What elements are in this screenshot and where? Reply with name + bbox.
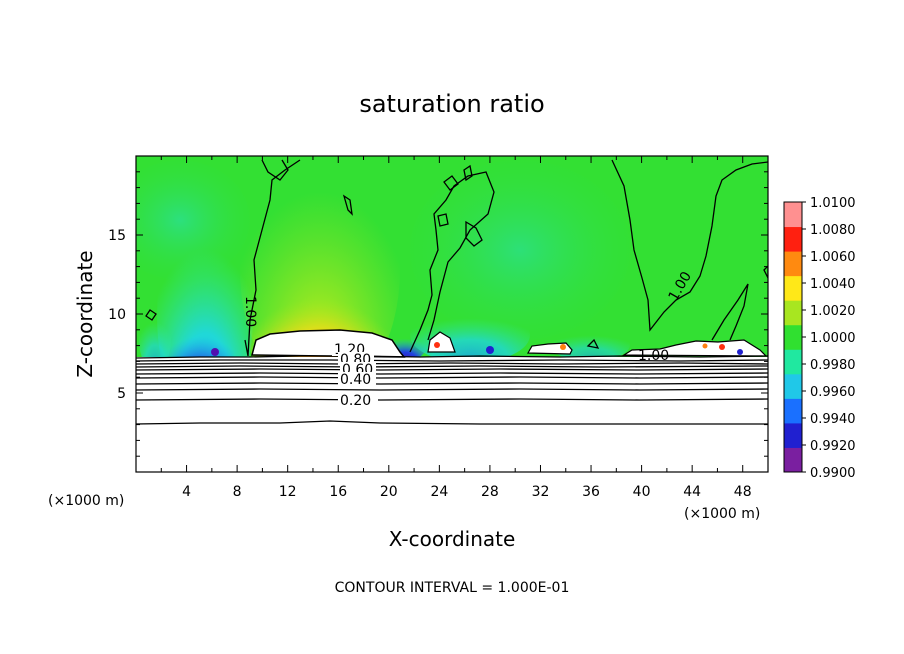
speckle-blue-3 [737, 349, 743, 355]
colorbar-tick-label: 1.0060 [810, 250, 856, 265]
contour-1-10 [136, 359, 768, 362]
colorbar-tick-label: 1.0080 [810, 223, 856, 238]
contour-label-bg-0-40 [338, 372, 376, 386]
contour-1-00-loop-5 [261, 159, 289, 181]
x-axis-title: X-coordinate [389, 527, 516, 551]
y-tick-label: 15 [108, 228, 126, 244]
contour-1-00-central [409, 171, 495, 353]
colorbar-segment [784, 324, 802, 350]
colorbar-segment [784, 251, 802, 277]
contour-1-00-bottom-right [711, 283, 749, 341]
x-tick-label: 16 [329, 484, 347, 500]
x-tick-label: 20 [380, 484, 398, 500]
contour-0-70 [136, 368, 768, 371]
contour-0-90 [136, 362, 768, 365]
contour-0-40 [136, 382, 768, 385]
contour-1-00-loop-1 [465, 220, 483, 247]
colorbar: 1.0100 1.0080 1.0060 1.0040 1.0020 1.0000 0.99… [783, 196, 856, 481]
cloud-small-3 [621, 339, 768, 357]
contour-0-50 [136, 376, 768, 379]
colorbar-tick-label: 1.0100 [810, 196, 856, 211]
contour-1-00-loop-7 [145, 309, 157, 321]
y-axis-title: Z-coordinate [73, 250, 97, 377]
colorbar-segment [784, 349, 802, 375]
contour-0-60 [136, 372, 768, 375]
x-unit-right: (×1000 m) [684, 506, 760, 522]
contour-label-1-00-left: 1.00 [242, 296, 258, 327]
contour-lines [136, 159, 768, 425]
speckle-red-1 [434, 342, 440, 348]
contour-0-20 [136, 398, 768, 401]
contour-0-80 [136, 365, 768, 368]
colorbar-segment [784, 275, 802, 301]
colorbar-segment [784, 422, 802, 448]
contour-label-0-40: 0.40 [340, 372, 371, 388]
colorbar-tick-label: 1.0040 [810, 277, 856, 292]
speckle-orange-1 [560, 344, 566, 350]
colorbar-segment [784, 226, 802, 252]
x-tick-label: 44 [683, 484, 701, 500]
contour-interval-note: CONTOUR INTERVAL = 1.000E-01 [335, 580, 570, 596]
contour-1-00-loop-3 [463, 164, 473, 182]
contour-1-00-loop-9 [763, 265, 768, 279]
x-tick-label: 36 [582, 484, 600, 500]
x-tick-label: 28 [481, 484, 499, 500]
y-tick-label: 5 [117, 386, 126, 402]
contour-1-00-loop-2 [443, 175, 459, 191]
colorbar-segment [784, 373, 802, 399]
colorbar-tick-label: 0.9900 [810, 466, 856, 481]
contour-label-bg-0-60 [340, 362, 376, 375]
colorbar-tick-label: 0.9920 [810, 439, 856, 454]
speckle-blue-2 [211, 348, 219, 356]
contour-1-20 [136, 355, 768, 359]
contour-1-00-loop-8 [586, 338, 600, 349]
contour-1-00-loop-4 [437, 213, 449, 227]
x-tick-label: 4 [182, 484, 191, 500]
field-region-cyan-right [410, 307, 530, 363]
colorbar-segment [784, 300, 802, 326]
colorbar-tick-label: 1.0020 [810, 304, 856, 319]
colorbar-segment [784, 398, 802, 424]
contour-1-00-left-plume [244, 159, 301, 357]
field-region-teal-upper [410, 160, 630, 340]
contour-0-10 [136, 420, 768, 425]
speckle-red-2 [719, 344, 725, 350]
colorbar-tick-label: 0.9960 [810, 385, 856, 400]
field-region-white-base [136, 357, 768, 472]
colorbar-segment [784, 202, 802, 228]
x-tick-label: 12 [279, 484, 297, 500]
x-tick-label: 48 [734, 484, 752, 500]
colorbar-tick-label: 0.9980 [810, 358, 856, 373]
contour-label-bg-0-80 [338, 352, 374, 365]
field-region-blue-left-edge [139, 310, 171, 370]
colorbar-segment [784, 447, 802, 473]
x-axis-ticks: 4 8 12 16 20 24 28 32 36 40 44 48 [160, 156, 752, 500]
heatmap-field [136, 156, 768, 472]
cloud-small-1 [427, 331, 456, 353]
x-tick-label: 40 [633, 484, 651, 500]
colorbar-tick-label: 0.9940 [810, 412, 856, 427]
y-tick-label: 10 [108, 307, 126, 323]
contour-label-1-00-bottom: 1.00 [638, 348, 669, 364]
speckle-blue-1 [486, 346, 494, 354]
x-unit-left: (×1000 m) [48, 493, 124, 509]
chart-title: saturation ratio [359, 90, 544, 118]
x-tick-label: 8 [233, 484, 242, 500]
colorbar-tick-label: 1.0000 [810, 331, 856, 346]
contour-0-30 [136, 388, 768, 391]
y-axis-ticks: 5 10 15 [108, 171, 768, 457]
contour-1-00-loop-6 [342, 194, 353, 216]
contour-label-0-20: 0.20 [340, 393, 371, 409]
x-tick-label: 24 [430, 484, 448, 500]
x-tick-label: 32 [532, 484, 550, 500]
contour-label-bg-0-20 [338, 393, 378, 407]
speckle-orange-2 [702, 343, 708, 349]
contour-1-00-right [611, 159, 768, 332]
